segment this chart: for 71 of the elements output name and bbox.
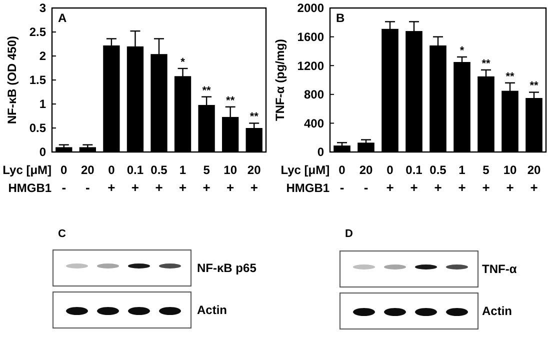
y-axis-title: TNF-α (pg/mg) xyxy=(273,38,287,122)
y-tick-label: 2000 xyxy=(297,1,324,16)
y-tick-label: 3 xyxy=(39,1,46,16)
chart-title: B xyxy=(336,11,345,25)
x-tick-label: 0.5 xyxy=(430,163,447,177)
data-label: ** xyxy=(202,84,212,97)
x-tick-label: 1 xyxy=(179,163,186,177)
text: - xyxy=(85,180,90,195)
x-tick-label: 5 xyxy=(203,163,210,177)
data-label: ** xyxy=(250,111,260,124)
text: NF-κB p65 xyxy=(197,261,257,276)
data-label: ** xyxy=(482,58,491,70)
chart-title: A xyxy=(58,11,67,25)
text: + xyxy=(410,180,418,195)
x-tick-label: 0.1 xyxy=(406,163,423,177)
y-tick-label: 1600 xyxy=(297,30,324,44)
text: + xyxy=(131,180,140,195)
text: + xyxy=(482,180,490,195)
text: + xyxy=(506,180,514,195)
data-label: * xyxy=(180,56,186,68)
x-tick-label: 1 xyxy=(458,163,466,177)
x-tick-label: 5 xyxy=(482,163,490,177)
text: HMGB1 xyxy=(8,181,52,195)
text: HMGB1 xyxy=(286,181,330,195)
text: + xyxy=(386,180,394,195)
x-tick-label: 10 xyxy=(503,163,517,177)
y-tick-label: 1.5 xyxy=(29,73,46,88)
x-tick-label: 20 xyxy=(247,163,262,177)
text: - xyxy=(62,180,66,195)
text: - xyxy=(364,180,368,195)
text: + xyxy=(458,180,466,195)
y-tick-label: 1 xyxy=(39,97,46,112)
text: + xyxy=(226,180,235,195)
y-tick-label: 2.5 xyxy=(29,25,46,40)
text: TNF-α xyxy=(482,262,518,276)
text: + xyxy=(155,180,164,195)
x-tick-label: 0 xyxy=(60,163,68,177)
x-tick-label: 20 xyxy=(359,163,373,177)
x-axis-title: Lyc [μM] xyxy=(280,163,330,177)
text: D xyxy=(345,228,353,240)
text: C xyxy=(58,228,66,240)
text: + xyxy=(108,180,116,195)
text: - xyxy=(340,180,344,195)
x-tick-label: 0.5 xyxy=(150,163,168,177)
y-tick-label: 400 xyxy=(304,116,324,130)
data-label: ** xyxy=(226,94,236,107)
x-tick-label: 0 xyxy=(386,163,394,177)
text: + xyxy=(250,180,258,195)
y-tick-label: 0 xyxy=(39,145,46,160)
text: + xyxy=(202,180,211,195)
y-axis-title: NF-κB (OD 450) xyxy=(5,36,19,124)
data-label: * xyxy=(460,44,465,57)
x-tick-label: 0 xyxy=(108,163,116,177)
data-label: ** xyxy=(530,80,539,92)
y-tick-label: 2 xyxy=(39,49,46,64)
y-tick-label: 800 xyxy=(304,88,324,102)
x-tick-label: 0 xyxy=(338,163,346,177)
x-tick-label: 10 xyxy=(224,163,238,177)
x-tick-label: 0.1 xyxy=(126,163,144,177)
y-tick-label: 0.5 xyxy=(29,121,46,136)
text: + xyxy=(178,180,187,195)
data-label: ** xyxy=(506,70,515,83)
x-axis-title: Lyc [μM] xyxy=(2,163,52,177)
text: + xyxy=(530,180,538,195)
y-tick-label: 1200 xyxy=(297,58,324,73)
x-tick-label: 20 xyxy=(527,163,541,177)
text: Actin xyxy=(482,304,512,318)
x-tick-label: 20 xyxy=(80,163,95,177)
y-tick-label: 0 xyxy=(317,145,324,160)
text: Actin xyxy=(197,303,227,318)
text: + xyxy=(434,180,442,195)
